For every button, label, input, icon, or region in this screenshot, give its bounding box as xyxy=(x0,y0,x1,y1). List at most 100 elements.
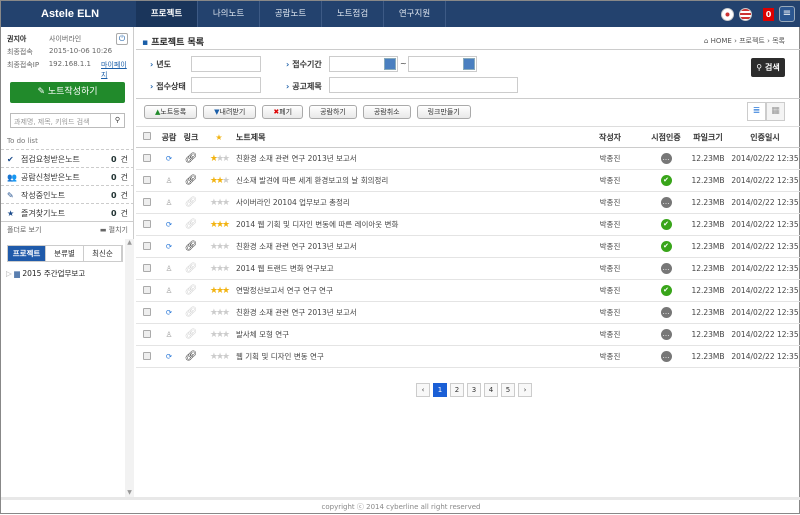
link-icon[interactable]: 🔗︎ xyxy=(184,329,198,340)
period-start-input[interactable] xyxy=(329,56,398,72)
todo-item[interactable]: ★ 즐겨찾기노트 0 건 xyxy=(1,203,134,223)
page-button[interactable]: 5 xyxy=(501,383,515,397)
star-icon[interactable]: ★ xyxy=(209,285,218,296)
next-page-button[interactable]: › xyxy=(518,383,532,397)
list-view-button[interactable]: ≣ xyxy=(747,102,766,121)
shared-user-icon[interactable]: ⟳ xyxy=(165,242,173,251)
row-checkbox[interactable] xyxy=(143,285,151,294)
grid-view-button[interactable]: ▦ xyxy=(766,102,785,121)
toolbar-button[interactable]: 공람취소 xyxy=(362,105,411,119)
star-icon[interactable]: ★ xyxy=(209,241,218,252)
note-title[interactable]: 사이버라인 20104 업무보고 총정리 xyxy=(236,191,575,214)
link-icon[interactable]: 🔗︎ xyxy=(184,263,198,274)
link-icon[interactable]: 🔗︎ xyxy=(184,219,198,230)
select-all-checkbox[interactable] xyxy=(143,132,151,140)
note-title[interactable]: 친환경 소재 관련 연구 2013년 보고서 xyxy=(236,301,575,324)
star-icon[interactable]: ★ xyxy=(222,285,230,296)
table-row[interactable]: ⟳ 🔗︎ ★★★ 웹 기획 및 디자인 변동 연구 박종진 … 12.23MB … xyxy=(136,345,800,368)
search-button[interactable]: ⚲ 검색 xyxy=(751,58,785,77)
star-icon[interactable]: ★ xyxy=(209,175,218,186)
row-checkbox[interactable] xyxy=(143,263,151,272)
star-icon[interactable]: ★ xyxy=(209,263,218,274)
star-icon[interactable]: ★ xyxy=(222,263,230,274)
star-icon[interactable]: ★ xyxy=(222,175,230,186)
row-checkbox[interactable] xyxy=(143,307,151,316)
star-icon[interactable]: ★ xyxy=(209,329,218,340)
star-icon[interactable]: ★ xyxy=(209,307,218,318)
link-icon[interactable]: 🔗︎ xyxy=(184,285,198,296)
star-icon[interactable]: ★ xyxy=(215,241,224,252)
search-icon[interactable]: ⚲ xyxy=(110,114,124,127)
note-title[interactable]: 연말정산보고서 연구 연구 연구 xyxy=(236,279,575,302)
table-row[interactable]: ⟳ 🔗︎ ★★★ 친환경 소재 관련 연구 2013년 보고서 박종진 … 12… xyxy=(136,301,800,324)
row-checkbox[interactable] xyxy=(143,351,151,360)
nav-item[interactable]: 연구지원 xyxy=(384,1,446,27)
note-title[interactable]: 친환경 소재 관련 연구 2013년 보고서 xyxy=(236,235,575,258)
link-icon[interactable]: 🔗︎ xyxy=(184,351,198,362)
table-row[interactable]: ⟳ 🔗︎ ★★★ 친환경 소재 관련 연구 2013년 보고서 박종진 ✔ 12… xyxy=(136,235,800,258)
nav-item[interactable]: 공람노트 xyxy=(260,1,322,27)
page-button[interactable]: 2 xyxy=(450,383,464,397)
star-icon[interactable]: ★ xyxy=(215,263,224,274)
usa-flag-icon[interactable] xyxy=(739,7,752,21)
todo-item[interactable]: 👥 공람신청받은노트 0 건 xyxy=(1,167,134,187)
row-checkbox[interactable] xyxy=(143,219,151,228)
calendar-icon[interactable] xyxy=(463,58,475,70)
star-icon[interactable]: ★ xyxy=(215,351,224,362)
star-icon[interactable]: ★ xyxy=(222,351,230,362)
year-input[interactable] xyxy=(191,56,261,72)
note-title[interactable]: 친환경 소재 관련 연구 2013년 보고서 xyxy=(236,147,575,170)
star-icon[interactable]: ★ xyxy=(209,197,218,208)
shared-user-icon[interactable]: ⟳ xyxy=(165,308,173,317)
shared-user-icon[interactable]: ⟳ xyxy=(165,220,173,229)
link-icon[interactable]: 🔗︎ xyxy=(184,153,198,164)
crumb-home[interactable]: HOME xyxy=(710,37,732,45)
toolbar-button[interactable]: ▲노트등록 xyxy=(144,105,198,119)
toolbar-button[interactable]: ✖폐기 xyxy=(262,105,304,119)
table-row[interactable]: ⟳ 🔗︎ ★★★ 2014 웹 기획 및 디자인 변동에 따른 레이아웃 변화 … xyxy=(136,213,800,236)
row-checkbox[interactable] xyxy=(143,197,151,206)
sidebar-scrollbar[interactable]: ▲ ▼ xyxy=(125,239,134,498)
link-icon[interactable]: 🔗︎ xyxy=(184,197,198,208)
note-title[interactable]: 발사체 모형 연구 xyxy=(236,323,575,346)
link-icon[interactable]: 🔗︎ xyxy=(184,175,198,186)
star-icon[interactable]: ★ xyxy=(209,153,218,164)
prev-page-button[interactable]: ‹ xyxy=(416,383,430,397)
star-icon[interactable]: ★ xyxy=(222,329,230,340)
star-icon[interactable]: ★ xyxy=(209,351,218,362)
sidebar-tab[interactable]: 분류별 xyxy=(46,246,84,261)
star-icon[interactable]: ★ xyxy=(215,153,224,164)
star-icon[interactable]: ★ xyxy=(215,285,224,296)
sidebar-tab[interactable]: 프로젝트 xyxy=(8,246,46,261)
star-icon[interactable]: ★ xyxy=(215,307,224,318)
toolbar-button[interactable]: 공람하기 xyxy=(309,105,357,119)
star-icon[interactable]: ★ xyxy=(222,241,230,252)
row-checkbox[interactable] xyxy=(143,153,151,162)
shared-user-icon[interactable]: ⟳ xyxy=(165,154,173,163)
period-end-input[interactable] xyxy=(408,56,477,72)
todo-item[interactable]: ✔ 점검요청받은노트 0 건 xyxy=(1,149,134,169)
table-row[interactable]: ♙ 🔗︎ ★★★ 연말정산보고서 연구 연구 연구 박종진 ✔ 12.23MB … xyxy=(136,279,800,302)
table-row[interactable]: ♙ 🔗︎ ★★★ 신소재 발견에 따른 세계 환경보고의 날 회의정리 박종진 … xyxy=(136,169,800,192)
todo-item[interactable]: ✎ 작성중인노트 0 건 xyxy=(1,185,134,205)
note-title[interactable]: 웹 기획 및 디자인 변동 연구 xyxy=(236,345,575,368)
star-icon[interactable]: ★ xyxy=(222,219,230,230)
star-icon[interactable]: ★ xyxy=(222,153,230,164)
star-icon[interactable]: ★ xyxy=(222,307,230,318)
write-note-button[interactable]: ✎ 노트작성하기 xyxy=(10,82,125,103)
nav-item[interactable]: 프로젝트 xyxy=(136,1,198,27)
user-icon[interactable]: ♙ xyxy=(165,198,173,207)
user-icon[interactable]: ♙ xyxy=(165,264,173,273)
star-icon[interactable]: ★ xyxy=(215,219,224,230)
page-button[interactable]: 1 xyxy=(433,383,447,397)
page-button[interactable]: 3 xyxy=(467,383,481,397)
notification-badge[interactable]: 0 xyxy=(763,7,774,21)
expand-arrow-icon[interactable]: ▷ xyxy=(6,269,12,278)
menu-icon[interactable]: ≡ xyxy=(779,6,795,22)
sidebar-search-input[interactable]: 과제명, 제목, 키워드 검색 ⚲ xyxy=(10,113,125,128)
row-checkbox[interactable] xyxy=(143,241,151,250)
mypage-link[interactable]: 마이페이지 xyxy=(101,61,127,79)
subject-input[interactable] xyxy=(329,77,518,93)
user-icon[interactable]: ♙ xyxy=(165,330,173,339)
table-row[interactable]: ⟳ 🔗︎ ★★★ 친환경 소재 관련 연구 2013년 보고서 박종진 … 12… xyxy=(136,147,800,170)
